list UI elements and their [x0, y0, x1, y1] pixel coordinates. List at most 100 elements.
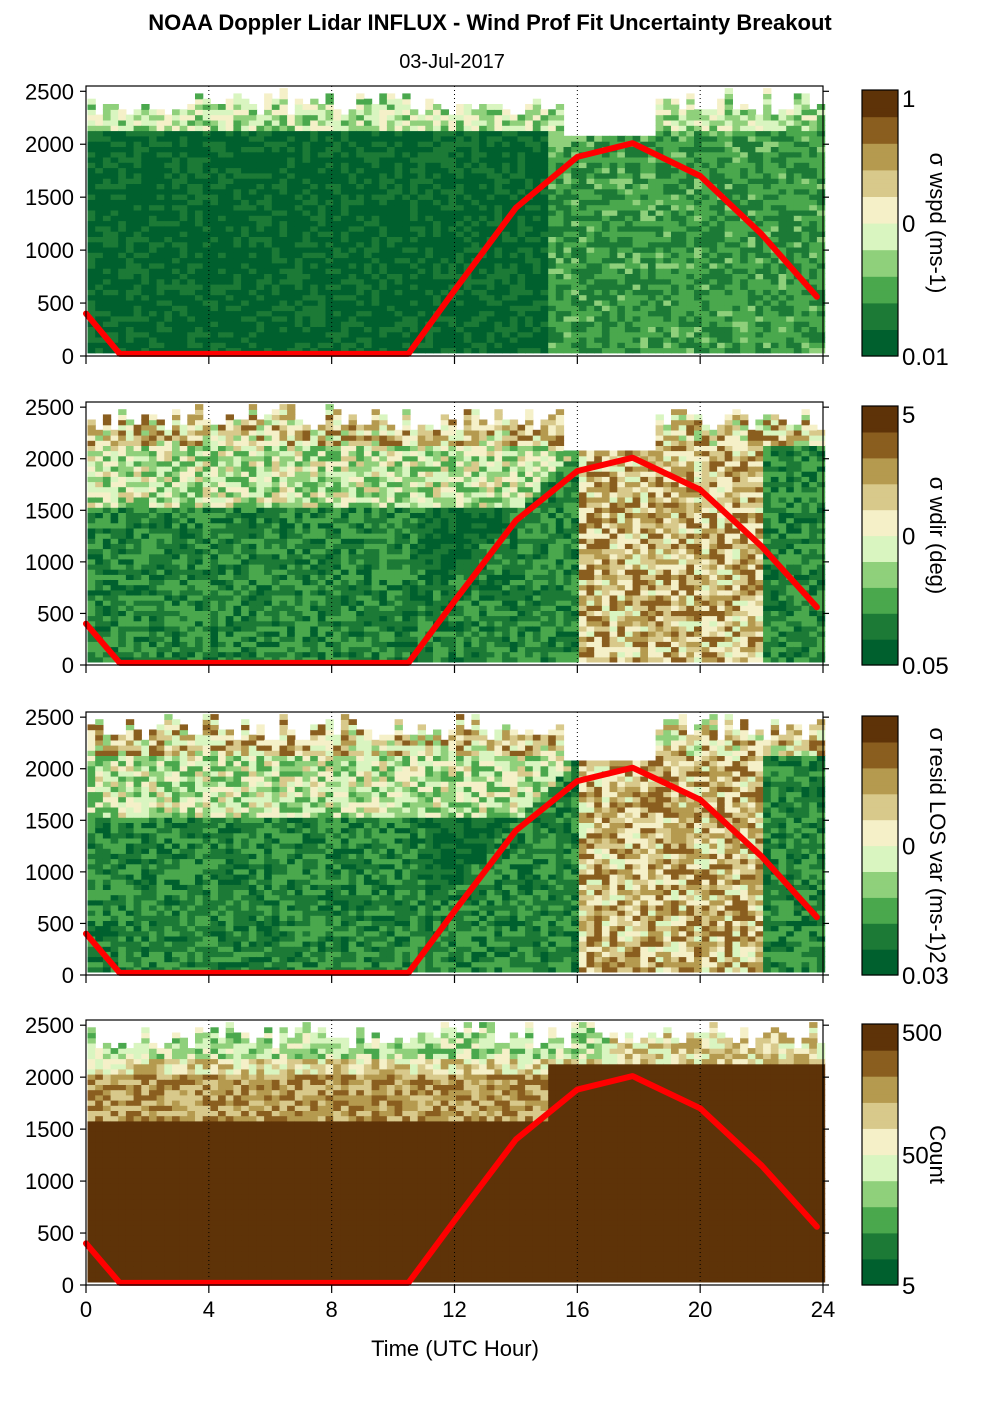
heatmap-cell — [371, 336, 380, 343]
heatmap-cell — [110, 502, 119, 508]
heatmap-cell — [540, 220, 549, 227]
heatmap-cell — [95, 579, 104, 586]
heatmap-cell — [793, 331, 803, 338]
heatmap-cell — [310, 241, 319, 248]
heatmap-cell — [456, 167, 465, 174]
heatmap-cell — [709, 310, 718, 317]
heatmap-cell — [747, 204, 757, 211]
heatmap-cell — [440, 141, 449, 147]
heatmap-cell — [809, 178, 818, 184]
heatmap-cell — [601, 183, 611, 190]
heatmap-cell — [233, 225, 242, 232]
heatmap-cell — [732, 215, 741, 222]
heatmap-cell — [149, 241, 158, 248]
colorbar-swatch — [862, 178, 898, 184]
heatmap-cell — [149, 305, 158, 312]
heatmap-cell — [256, 315, 265, 322]
heatmap-cell — [671, 98, 680, 105]
heatmap-cell — [586, 220, 595, 227]
heatmap-cell — [149, 326, 158, 333]
heatmap-cell — [701, 252, 710, 259]
heatmap-cell — [102, 471, 112, 477]
heatmap-cell — [747, 151, 757, 158]
heatmap-cell — [386, 199, 396, 206]
heatmap-cell — [125, 178, 135, 184]
heatmap-cell — [363, 167, 373, 174]
heatmap-cell — [102, 231, 112, 237]
heatmap-cell — [502, 331, 511, 338]
heatmap-cell — [694, 236, 703, 243]
heatmap-cell — [417, 289, 426, 296]
heatmap-cell — [118, 188, 127, 195]
heatmap-cell — [648, 342, 657, 349]
heatmap-cell — [179, 178, 188, 184]
heatmap-cell — [663, 220, 672, 227]
heatmap-cell — [133, 486, 142, 493]
heatmap-cell — [463, 135, 472, 142]
heatmap-cell — [563, 284, 572, 290]
heatmap-cell — [816, 141, 826, 147]
heatmap-cell — [302, 199, 311, 206]
heatmap-cell — [371, 220, 380, 227]
heatmap-cell — [456, 294, 465, 301]
heatmap-cell — [371, 188, 380, 195]
heatmap-cell — [110, 215, 119, 222]
heatmap-cell — [463, 178, 472, 184]
heatmap-cell — [294, 204, 304, 211]
heatmap-cell — [586, 284, 595, 290]
colorbar-swatch — [862, 200, 898, 206]
heatmap-cell — [640, 220, 649, 227]
heatmap-cell — [317, 284, 327, 290]
heatmap-cell — [525, 209, 534, 216]
heatmap-cell — [563, 220, 572, 227]
heatmap-cell — [410, 289, 419, 296]
heatmap-cell — [494, 146, 503, 153]
heatmap-cell — [548, 310, 557, 317]
heatmap-cell — [417, 125, 426, 132]
heatmap-cell — [456, 109, 465, 116]
heatmap-cell — [133, 141, 142, 147]
heatmap-cell — [317, 347, 327, 354]
heatmap-cell — [655, 225, 664, 232]
heatmap-cell — [655, 252, 664, 259]
heatmap-cell — [248, 342, 258, 349]
heatmap-cell — [586, 252, 595, 259]
heatmap-cell — [463, 114, 472, 121]
heatmap-cell — [356, 273, 365, 280]
heatmap-cell — [156, 162, 165, 169]
heatmap-cell — [87, 569, 96, 575]
heatmap-cell — [118, 284, 127, 290]
heatmap-cell — [740, 315, 749, 322]
heatmap-cell — [256, 199, 265, 206]
heatmap-cell — [563, 236, 572, 243]
heatmap-cell — [786, 273, 795, 280]
heatmap-cell — [648, 305, 657, 312]
heatmap-cells — [87, 88, 826, 354]
heatmap-cell — [747, 215, 757, 222]
heatmap-cell — [578, 204, 588, 211]
heatmap-cell — [755, 326, 764, 333]
heatmap-cell — [118, 533, 127, 539]
heatmap-cell — [717, 188, 726, 195]
heatmap-cell — [87, 109, 96, 116]
heatmap-cell — [125, 512, 135, 519]
heatmap-cell — [778, 209, 787, 216]
heatmap-cell — [770, 220, 780, 227]
heatmap-cell — [271, 257, 281, 264]
heatmap-cell — [102, 636, 112, 642]
heatmap-cell — [747, 257, 757, 264]
heatmap-cell — [133, 620, 142, 627]
heatmap-cell — [594, 178, 603, 184]
heatmap-cell — [125, 584, 135, 591]
heatmap-cell — [248, 119, 258, 126]
heatmap-cell — [624, 284, 634, 290]
heatmap-cell — [149, 342, 158, 349]
heatmap-cell — [617, 336, 626, 343]
heatmap-cell — [640, 167, 649, 174]
heatmap-cell — [486, 220, 495, 227]
heatmap-cell — [141, 527, 150, 534]
heatmap-cell — [164, 347, 173, 354]
heatmap-cell — [433, 199, 442, 206]
heatmap-cell — [632, 162, 641, 169]
heatmap-cell — [763, 262, 772, 269]
